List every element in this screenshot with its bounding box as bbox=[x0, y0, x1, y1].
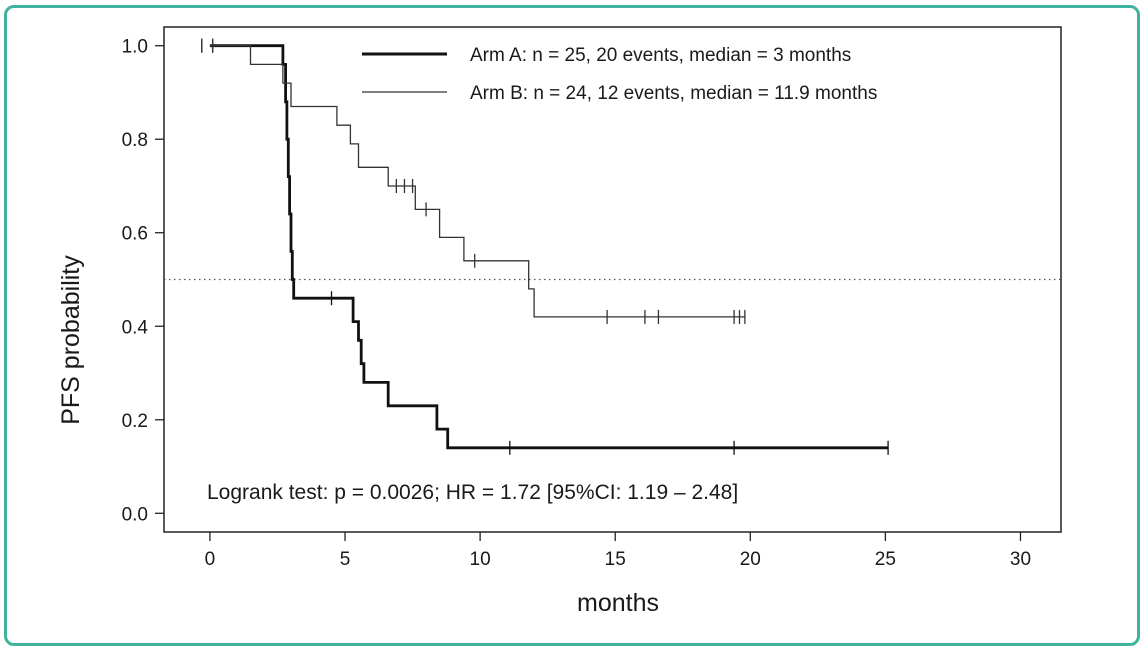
y-tick-label: 0.0 bbox=[122, 504, 148, 525]
x-tick-label: 10 bbox=[470, 549, 491, 570]
x-tick-label: 25 bbox=[875, 549, 896, 570]
x-tick-label: 0 bbox=[205, 549, 216, 570]
y-tick-label: 0.8 bbox=[122, 130, 148, 151]
series-line-arm-a bbox=[209, 44, 889, 450]
x-axis-title: months bbox=[577, 589, 659, 617]
chart-frame: 0 5 10 15 20 25 30 0.0 0.2 0.4 0.6 0.8 1.0 Arm A: n … bbox=[4, 5, 1140, 646]
x-tick-label: 5 bbox=[340, 549, 351, 570]
km-chart: 0 5 10 15 20 25 30 0.0 0.2 0.4 0.6 0.8 1.0 Arm A: n … bbox=[57, 26, 1062, 617]
x-tick-label: 30 bbox=[1010, 549, 1031, 570]
x-tick-label: 15 bbox=[605, 549, 626, 570]
legend-label-arm-a: Arm A: n = 25, 20 events, median = 3 mon… bbox=[470, 45, 851, 66]
y-tick-label: 0.4 bbox=[122, 317, 149, 338]
x-tick-label: 20 bbox=[740, 549, 761, 570]
axis-layer: 0 5 10 15 20 25 30 0.0 0.2 0.4 0.6 0.8 1.0 bbox=[122, 37, 1031, 570]
y-tick-label: 0.2 bbox=[122, 411, 148, 432]
y-axis-title: PFS probability bbox=[57, 255, 85, 425]
logrank-annotation: Logrank test: p = 0.0026; HR = 1.72 [95%… bbox=[207, 481, 738, 504]
legend: Arm A: n = 25, 20 events, median = 3 mon… bbox=[362, 45, 877, 104]
y-tick-label: 1.0 bbox=[122, 37, 148, 58]
legend-label-arm-b: Arm B: n = 24, 12 events, median = 11.9 … bbox=[470, 83, 877, 104]
series-layer bbox=[201, 38, 889, 455]
series-line-arm-b bbox=[209, 45, 745, 318]
y-tick-label: 0.6 bbox=[122, 224, 148, 245]
